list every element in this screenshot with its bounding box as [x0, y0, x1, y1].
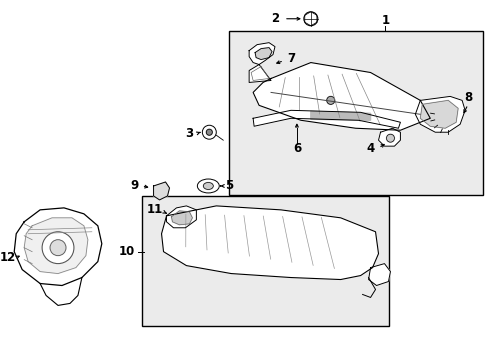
- Polygon shape: [253, 110, 400, 128]
- Circle shape: [303, 12, 317, 26]
- Polygon shape: [248, 42, 274, 64]
- Circle shape: [206, 129, 212, 135]
- Text: 9: 9: [130, 180, 139, 193]
- Polygon shape: [248, 64, 270, 82]
- Text: 6: 6: [292, 141, 301, 155]
- Text: 1: 1: [381, 14, 389, 27]
- Text: 3: 3: [185, 127, 193, 140]
- Bar: [142, 196, 388, 326]
- Polygon shape: [378, 128, 400, 146]
- Bar: [229, 31, 482, 195]
- Polygon shape: [253, 63, 429, 130]
- Text: 11: 11: [146, 203, 163, 216]
- Polygon shape: [24, 218, 88, 274]
- Polygon shape: [14, 208, 102, 285]
- Text: 4: 4: [366, 141, 374, 155]
- Polygon shape: [420, 100, 457, 128]
- Polygon shape: [171, 211, 192, 225]
- Polygon shape: [255, 48, 271, 59]
- Ellipse shape: [203, 183, 213, 189]
- Circle shape: [386, 134, 394, 142]
- Polygon shape: [310, 111, 370, 120]
- Polygon shape: [414, 96, 464, 132]
- Polygon shape: [153, 182, 169, 200]
- Polygon shape: [368, 264, 389, 285]
- Text: 2: 2: [270, 12, 279, 25]
- Text: 10: 10: [118, 245, 135, 258]
- Circle shape: [326, 96, 334, 104]
- Ellipse shape: [197, 179, 219, 193]
- Text: 5: 5: [224, 180, 233, 193]
- Text: 12: 12: [0, 251, 16, 264]
- Polygon shape: [166, 206, 196, 228]
- Polygon shape: [161, 206, 378, 279]
- Text: 7: 7: [286, 52, 294, 65]
- Circle shape: [50, 240, 66, 256]
- Circle shape: [202, 125, 216, 139]
- Circle shape: [42, 232, 74, 264]
- Text: 8: 8: [463, 91, 471, 104]
